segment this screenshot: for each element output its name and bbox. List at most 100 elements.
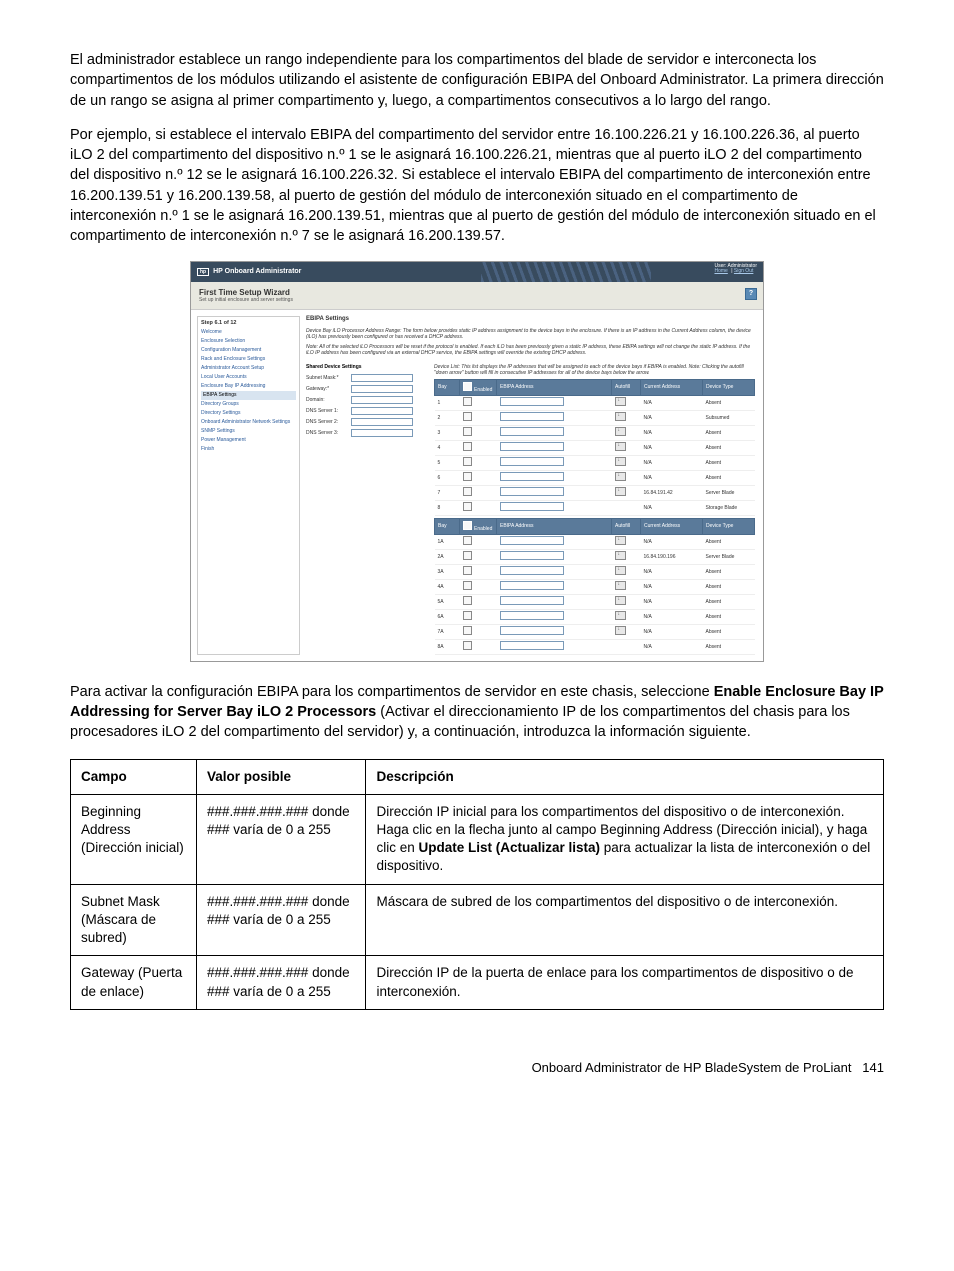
field-description-table: Campo Valor posible Descripción Beginnin… <box>70 759 884 1010</box>
col-header: Bay <box>435 518 460 534</box>
autofill-button[interactable] <box>615 412 626 421</box>
sidebar-item[interactable]: Finish <box>201 445 296 454</box>
enable-checkbox[interactable] <box>463 626 472 635</box>
enable-checkbox[interactable] <box>463 551 472 560</box>
enable-checkbox[interactable] <box>463 596 472 605</box>
bay-cell: 2A <box>435 549 460 564</box>
address-input[interactable] <box>500 472 564 481</box>
address-input[interactable] <box>500 596 564 605</box>
enable-checkbox[interactable] <box>463 487 472 496</box>
enable-checkbox[interactable] <box>463 427 472 436</box>
table-row: 3N/AAbsent <box>435 425 755 440</box>
address-input[interactable] <box>500 502 564 511</box>
bay-cell: 5A <box>435 594 460 609</box>
address-input[interactable] <box>500 611 564 620</box>
sidebar-item[interactable]: Onboard Administrator Network Settings <box>201 418 296 427</box>
text-input[interactable] <box>351 396 413 404</box>
bay-cell: 7A <box>435 624 460 639</box>
autofill-button[interactable] <box>615 596 626 605</box>
current-address: N/A <box>641 534 703 549</box>
address-input[interactable] <box>500 427 564 436</box>
enable-checkbox[interactable] <box>463 472 472 481</box>
table-row: 6N/AAbsent <box>435 470 755 485</box>
home-link[interactable]: Home <box>714 268 727 274</box>
help-icon[interactable]: ? <box>745 288 757 300</box>
sidebar-item[interactable]: Administrator Account Setup <box>201 364 296 373</box>
sidebar-item[interactable]: Rack and Enclosure Settings <box>201 355 296 364</box>
address-input[interactable] <box>500 581 564 590</box>
sidebar-item[interactable]: Directory Settings <box>201 409 296 418</box>
sidebar-item[interactable]: Welcome <box>201 328 296 337</box>
enable-checkbox[interactable] <box>463 566 472 575</box>
sidebar-item[interactable]: Enclosure Bay IP Addressing <box>201 382 296 391</box>
sidebar-item[interactable]: EBIPA Settings <box>201 391 296 400</box>
autofill-button[interactable] <box>615 536 626 545</box>
wizard-sidebar: Step 6.1 of 12 WelcomeEnclosure Selectio… <box>197 316 300 655</box>
enable-checkbox[interactable] <box>463 442 472 451</box>
address-input[interactable] <box>500 457 564 466</box>
table-row: 3AN/AAbsent <box>435 564 755 579</box>
device-type: Absent <box>703 639 755 654</box>
enable-checkbox[interactable] <box>463 457 472 466</box>
table-row: 7AN/AAbsent <box>435 624 755 639</box>
autofill-button[interactable] <box>615 427 626 436</box>
sidebar-item[interactable]: Local User Accounts <box>201 373 296 382</box>
enable-checkbox[interactable] <box>463 412 472 421</box>
col-header: Autofill <box>612 518 641 534</box>
autofill-button[interactable] <box>615 566 626 575</box>
sidebar-item[interactable]: Configuration Management <box>201 346 296 355</box>
enable-checkbox[interactable] <box>463 502 472 511</box>
address-input[interactable] <box>500 536 564 545</box>
address-input[interactable] <box>500 551 564 560</box>
autofill-button[interactable] <box>615 442 626 451</box>
form-row: Subnet Mask:* <box>306 374 426 382</box>
form-label: Gateway:* <box>306 386 351 392</box>
col-valor: Valor posible <box>196 759 366 794</box>
autofill-button[interactable] <box>615 611 626 620</box>
autofill-button[interactable] <box>615 487 626 496</box>
device-type: Absent <box>703 455 755 470</box>
text-input[interactable] <box>351 374 413 382</box>
sidebar-item[interactable]: Directory Groups <box>201 400 296 409</box>
autofill-button[interactable] <box>615 457 626 466</box>
text-input[interactable] <box>351 429 413 437</box>
sidebar-item[interactable]: SNMP Settings <box>201 427 296 436</box>
wizard-bar: First Time Setup Wizard Set up initial e… <box>191 282 763 310</box>
address-input[interactable] <box>500 566 564 575</box>
address-input[interactable] <box>500 626 564 635</box>
address-input[interactable] <box>500 641 564 650</box>
sidebar-item[interactable]: Power Management <box>201 436 296 445</box>
app-header: hp HP Onboard Administrator User: Admini… <box>191 262 763 282</box>
text-input[interactable] <box>351 385 413 393</box>
autofill-button[interactable] <box>615 581 626 590</box>
autofill-button[interactable] <box>615 626 626 635</box>
user-info: User: Administrator Home | Sign Out <box>714 264 757 275</box>
device-type: Absent <box>703 395 755 410</box>
table-row: 716.84.191.42Server Blade <box>435 485 755 500</box>
col-header: Device Type <box>703 518 755 534</box>
table-row: Gateway (Puerta de enlace) ###.###.###.#… <box>71 956 884 1009</box>
enable-checkbox[interactable] <box>463 397 472 406</box>
text-input[interactable] <box>351 418 413 426</box>
address-input[interactable] <box>500 412 564 421</box>
sidebar-item[interactable]: Enclosure Selection <box>201 337 296 346</box>
device-list-area: Device List: This list displays the IP a… <box>434 364 755 655</box>
enable-checkbox[interactable] <box>463 581 472 590</box>
device-type: Absent <box>703 594 755 609</box>
enable-checkbox[interactable] <box>463 641 472 650</box>
address-input[interactable] <box>500 487 564 496</box>
address-input[interactable] <box>500 397 564 406</box>
device-type: Absent <box>703 534 755 549</box>
address-input[interactable] <box>500 442 564 451</box>
table-row: 8N/AStorage Blade <box>435 500 755 515</box>
signout-link[interactable]: Sign Out <box>734 268 753 274</box>
enable-checkbox[interactable] <box>463 611 472 620</box>
header-stripes <box>481 262 651 282</box>
text-input[interactable] <box>351 407 413 415</box>
bay-cell: 6A <box>435 609 460 624</box>
device-type: Absent <box>703 470 755 485</box>
autofill-button[interactable] <box>615 397 626 406</box>
autofill-button[interactable] <box>615 551 626 560</box>
enable-checkbox[interactable] <box>463 536 472 545</box>
autofill-button[interactable] <box>615 472 626 481</box>
